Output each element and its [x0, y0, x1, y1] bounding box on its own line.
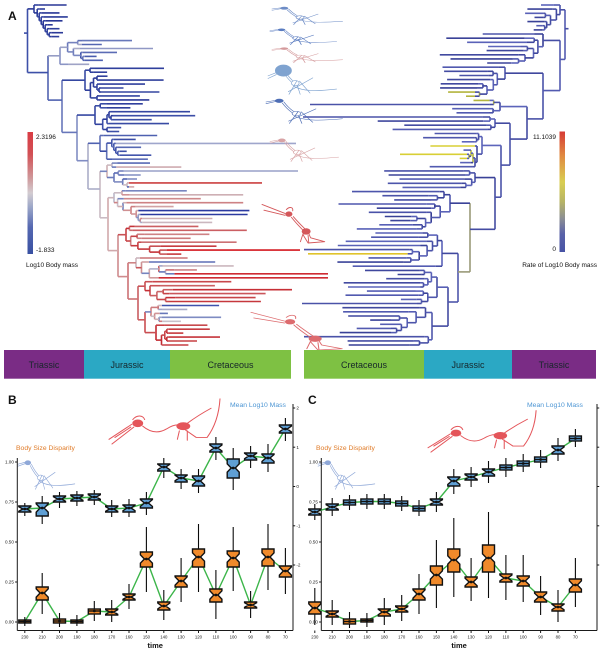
svg-text:210: 210: [39, 635, 47, 640]
svg-text:120: 120: [195, 635, 203, 640]
svg-text:-2: -2: [296, 563, 301, 568]
svg-text:120: 120: [485, 635, 493, 640]
svg-text:Jurassic: Jurassic: [451, 360, 485, 370]
svg-text:C: C: [308, 393, 317, 407]
svg-text:130: 130: [178, 635, 186, 640]
svg-text:0.75: 0.75: [309, 500, 318, 505]
svg-text:A: A: [8, 9, 17, 23]
svg-text:2.3196: 2.3196: [36, 134, 56, 141]
svg-text:200: 200: [56, 635, 64, 640]
svg-text:160: 160: [415, 635, 423, 640]
svg-text:-1: -1: [296, 523, 301, 528]
svg-text:190: 190: [73, 635, 81, 640]
svg-text:time: time: [451, 641, 466, 650]
svg-text:0.00: 0.00: [5, 620, 14, 625]
svg-text:2: 2: [296, 406, 299, 411]
svg-text:0.50: 0.50: [309, 540, 318, 545]
svg-text:Mean Log10 Mass: Mean Log10 Mass: [527, 402, 584, 409]
svg-text:0.00: 0.00: [309, 620, 318, 625]
svg-text:Body Size Disparity: Body Size Disparity: [316, 445, 376, 452]
svg-text:140: 140: [160, 635, 168, 640]
svg-text:160: 160: [125, 635, 133, 640]
svg-text:210: 210: [329, 635, 337, 640]
svg-text:0.50: 0.50: [5, 540, 14, 545]
svg-text:150: 150: [433, 635, 441, 640]
svg-text:Cretaceous: Cretaceous: [341, 360, 388, 370]
svg-text:0.75: 0.75: [5, 500, 14, 505]
svg-text:110: 110: [212, 635, 219, 640]
svg-text:time: time: [147, 641, 162, 650]
svg-text:1.00: 1.00: [5, 460, 14, 465]
svg-text:70: 70: [283, 635, 288, 640]
svg-text:11.1039: 11.1039: [533, 134, 556, 141]
svg-text:170: 170: [108, 635, 116, 640]
svg-text:130: 130: [468, 635, 476, 640]
svg-text:70: 70: [573, 635, 578, 640]
svg-text:200: 200: [346, 635, 354, 640]
svg-text:110: 110: [502, 635, 509, 640]
svg-text:230: 230: [21, 635, 29, 640]
svg-text:Triassic: Triassic: [539, 360, 570, 370]
svg-text:0: 0: [296, 484, 299, 489]
svg-text:230: 230: [311, 635, 319, 640]
svg-text:Body Size Disparity: Body Size Disparity: [16, 445, 76, 452]
svg-text:1.00: 1.00: [309, 460, 318, 465]
svg-text:150: 150: [143, 635, 151, 640]
svg-text:100: 100: [520, 635, 528, 640]
svg-text:180: 180: [381, 635, 389, 640]
svg-text:180: 180: [91, 635, 99, 640]
svg-text:0: 0: [552, 246, 556, 253]
svg-text:190: 190: [363, 635, 371, 640]
svg-text:Cretaceous: Cretaceous: [207, 360, 254, 370]
svg-text:B: B: [8, 393, 17, 407]
svg-text:Log10 Body mass: Log10 Body mass: [26, 262, 79, 269]
svg-text:170: 170: [398, 635, 406, 640]
svg-text:Rate of Log10 Body mass: Rate of Log10 Body mass: [522, 262, 598, 269]
svg-text:140: 140: [450, 635, 458, 640]
svg-text:0.25: 0.25: [5, 580, 14, 585]
svg-text:90: 90: [538, 635, 543, 640]
svg-text:80: 80: [266, 635, 271, 640]
svg-text:Triassic: Triassic: [29, 360, 60, 370]
svg-text:0.25: 0.25: [309, 580, 318, 585]
svg-text:90: 90: [248, 635, 253, 640]
svg-text:Mean Log10 Mass: Mean Log10 Mass: [230, 402, 287, 409]
svg-text:Jurassic: Jurassic: [110, 360, 144, 370]
svg-text:100: 100: [230, 635, 238, 640]
svg-text:-1.833: -1.833: [36, 247, 55, 254]
svg-text:1: 1: [296, 445, 299, 450]
svg-text:80: 80: [556, 635, 561, 640]
